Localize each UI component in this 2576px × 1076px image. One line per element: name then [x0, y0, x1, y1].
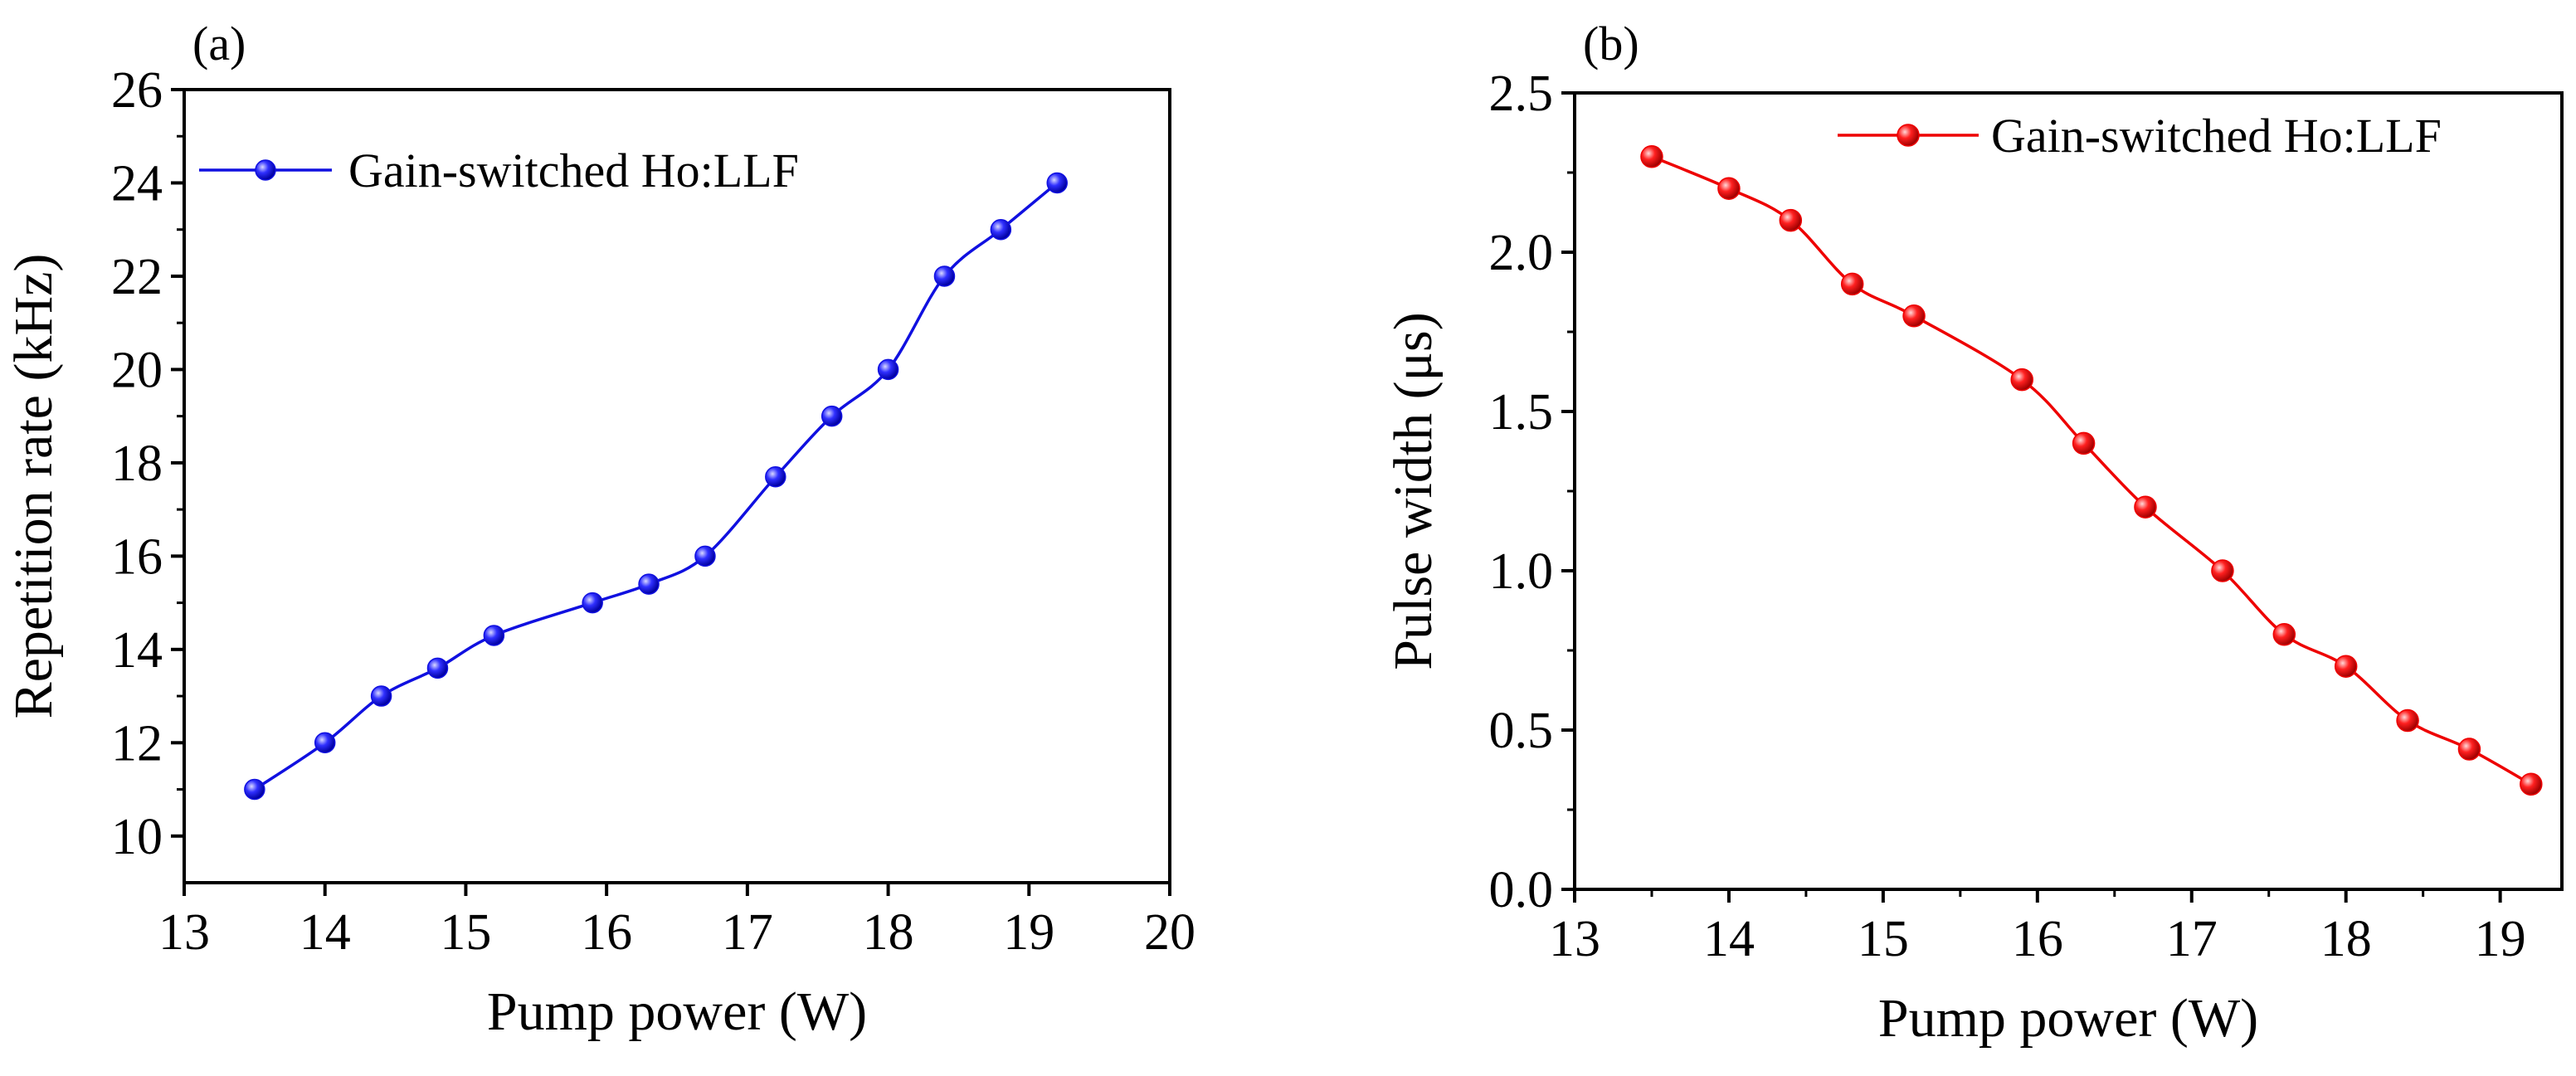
y-axis-title: Pulse width (μs) [1383, 312, 1444, 669]
y-tick-label: 16 [111, 528, 163, 585]
x-tick-label: 18 [2320, 911, 2372, 967]
data-point [1902, 304, 1926, 328]
data-point [1717, 177, 1741, 200]
y-tick-label: 2.5 [1489, 66, 1554, 122]
y-tick-label: 22 [111, 249, 163, 305]
data-point [1640, 145, 1663, 168]
y-tick-label: 0.5 [1489, 703, 1554, 759]
legend-marker [1897, 124, 1920, 147]
legend-label: Gain-switched Ho:LLF [348, 144, 799, 197]
data-point [314, 732, 336, 754]
legend-label: Gain-switched Ho:LLF [1991, 109, 2442, 163]
x-tick-label: 19 [2475, 911, 2526, 967]
y-tick-label: 10 [111, 809, 163, 865]
y-tick-label: 1.0 [1489, 543, 1554, 600]
x-tick-label: 17 [2166, 911, 2218, 967]
data-point [1779, 208, 1803, 232]
legend-marker [255, 159, 276, 181]
data-point [877, 358, 899, 381]
data-point [2010, 368, 2033, 392]
data-point [933, 265, 956, 287]
plot-frame [1573, 91, 2564, 891]
x-tick-label: 18 [863, 904, 914, 961]
data-point [2134, 495, 2157, 519]
x-tick-label: 20 [1144, 904, 1195, 961]
x-tick-label: 19 [1003, 904, 1054, 961]
data-point [2520, 772, 2543, 796]
x-tick-label: 16 [581, 904, 632, 961]
data-point [821, 405, 843, 427]
y-tick-label: 2.0 [1489, 225, 1554, 281]
data-point [2396, 708, 2419, 733]
y-axis-title: Repetition rate (kHz) [3, 254, 64, 719]
y-tick-label: 26 [111, 62, 163, 119]
x-tick-label: 17 [722, 904, 773, 961]
x-tick-label: 14 [299, 904, 351, 961]
data-point [990, 218, 1012, 241]
data-point [694, 545, 716, 567]
x-tick-label: 15 [440, 904, 491, 961]
y-tick-label: 1.5 [1489, 384, 1554, 441]
data-point [370, 685, 392, 707]
data-point [1840, 272, 1864, 296]
data-point [638, 573, 660, 595]
chart-panel-a: 13 14 15 16 17 18 19 20 10 12 14 16 18 20 22 24 26 Pump p… [3, 17, 1195, 1042]
x-axis-title: Pump power (W) [1878, 988, 2258, 1049]
y-tick-label: 0.0 [1489, 862, 1554, 918]
y-tick-label: 12 [111, 715, 163, 772]
y-tick-label: 18 [111, 436, 163, 492]
data-point [765, 466, 786, 488]
plot-frame [183, 88, 1171, 884]
x-tick-label: 13 [1549, 911, 1600, 967]
panel-label: (a) [192, 17, 246, 71]
data-point [1046, 172, 1068, 194]
y-tick-label: 20 [111, 342, 163, 398]
data-point [244, 778, 265, 801]
x-tick-label: 14 [1703, 911, 1755, 967]
x-tick-label: 16 [2012, 911, 2063, 967]
data-point [2457, 738, 2481, 761]
panel-label: (b) [1583, 17, 1639, 71]
data-point [2334, 655, 2358, 678]
x-axis-title: Pump power (W) [487, 981, 867, 1042]
x-tick-label: 13 [158, 904, 210, 961]
series-line [1651, 155, 2532, 786]
data-point [483, 625, 505, 646]
y-tick-label: 24 [111, 155, 163, 212]
chart-panel-b: 13 14 15 16 17 18 19 0.0 0.5 1.0 1.5 2.0 2.5 Pump pow… [1383, 17, 2564, 1049]
data-point [582, 592, 603, 614]
data-point [2211, 559, 2234, 582]
data-point [2072, 431, 2096, 455]
y-tick-label: 14 [111, 622, 163, 679]
data-point [426, 657, 449, 679]
x-tick-label: 15 [1858, 911, 1909, 967]
data-point [2272, 623, 2296, 646]
